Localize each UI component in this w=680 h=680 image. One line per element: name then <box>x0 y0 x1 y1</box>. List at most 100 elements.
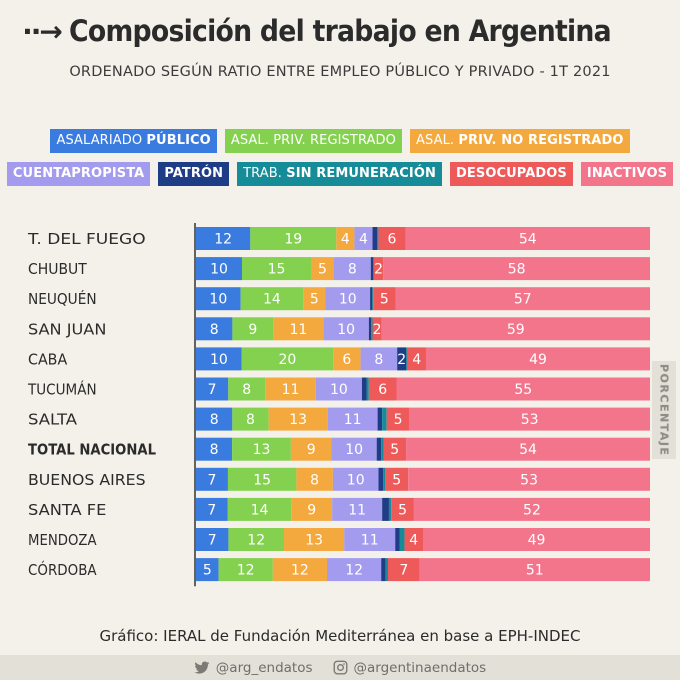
data-label: 10 <box>347 472 365 488</box>
twitter-icon <box>194 661 210 674</box>
bar-segment <box>332 467 379 491</box>
bar-segment <box>268 407 328 431</box>
data-label: 5 <box>318 262 327 278</box>
data-label: 11 <box>282 382 300 398</box>
title-row: ··→ Composición del trabajo en Argentina <box>0 14 680 48</box>
data-label: 10 <box>210 262 228 278</box>
category-label: SAN JUAN <box>28 320 106 338</box>
data-label: 4 <box>409 533 418 549</box>
bar-segment <box>386 407 410 431</box>
bar-segment <box>250 227 337 250</box>
bar-segment <box>241 347 334 371</box>
bar-segment <box>196 497 228 521</box>
bar-segment <box>370 257 374 281</box>
bar-segment <box>360 347 398 371</box>
data-label: 13 <box>289 412 307 428</box>
data-label: 14 <box>251 502 269 518</box>
data-label: 8 <box>210 442 219 458</box>
legend-item: CUENTAPROPISTA <box>6 162 151 186</box>
footer: @arg_endatos @argentinaendatos <box>0 655 680 680</box>
legend-label: ASAL. PRIV. REGISTRADO <box>230 133 396 148</box>
bar-segment <box>196 257 242 281</box>
data-label: 6 <box>388 232 397 248</box>
data-label: 4 <box>359 232 368 248</box>
bar-segment <box>370 287 373 311</box>
bar-segment <box>196 227 251 250</box>
data-label: 6 <box>378 382 387 398</box>
data-label: 11 <box>348 502 366 518</box>
data-label: 8 <box>348 262 357 278</box>
bar-segment <box>228 377 266 401</box>
chart-title: Composición del trabajo en Argentina <box>68 14 612 48</box>
bar-segment <box>196 347 242 371</box>
bar-segment <box>327 558 382 582</box>
data-label: 9 <box>307 502 316 518</box>
data-label: 57 <box>514 292 532 308</box>
data-label: 4 <box>412 352 421 368</box>
bar-segment <box>378 227 406 250</box>
legend-row: CUENTAPROPISTA PATRÓN TRAB. SIN REMUNERACI… <box>0 162 680 186</box>
bar-segment <box>372 287 374 311</box>
legend-item: ASALARIADO PÚBLICO <box>50 129 217 153</box>
data-label: 53 <box>520 472 538 488</box>
legend-label: ASAL. <box>416 133 459 148</box>
dotted-arrow-icon: ··→ <box>22 14 63 48</box>
twitter-handle[interactable]: @arg_endatos <box>194 660 313 676</box>
axis-label: PORCENTAJE <box>657 363 671 457</box>
bar-segment <box>397 347 407 371</box>
bar-segment <box>196 467 228 491</box>
legend-label-bold: SIN REMUNERACIÓN <box>286 166 436 181</box>
bar-segment <box>368 377 397 401</box>
data-label: 2 <box>397 352 406 368</box>
data-label: 12 <box>214 232 232 248</box>
data-label: 49 <box>529 352 547 368</box>
bar-segment <box>406 437 650 461</box>
bar-segment <box>377 407 383 431</box>
legend-item: PATRÓN <box>158 162 230 186</box>
category-label: CABA <box>28 350 68 368</box>
bar-segment <box>381 437 384 461</box>
bar-segment <box>232 437 291 461</box>
bar-segment <box>407 347 426 371</box>
data-label: 13 <box>253 442 271 458</box>
instagram-handle[interactable]: @argentinaendatos <box>333 660 486 676</box>
data-label: 49 <box>528 533 546 549</box>
data-label: 2 <box>373 322 382 338</box>
bar-segment <box>232 317 274 341</box>
bar-segment <box>366 377 369 401</box>
bar-segment <box>290 437 332 461</box>
source-note: Gráfico: IERAL de Fundación Mediterránea… <box>99 627 581 645</box>
bar-segment <box>196 558 219 582</box>
legend-row: ASALARIADO PÚBLICO ASAL. PRIV. REGISTRADO… <box>0 129 680 153</box>
bar-segment <box>315 377 362 401</box>
data-label: 9 <box>248 322 257 338</box>
bar-segment <box>331 437 377 461</box>
bar-segment <box>325 287 371 311</box>
bar-segment <box>310 257 334 281</box>
bar-segment <box>381 558 386 582</box>
bar-segment <box>385 558 388 582</box>
bar-segment <box>196 287 241 311</box>
legend-label-bold: PATRÓN <box>164 166 224 181</box>
bar-segment <box>409 407 650 431</box>
data-label: 19 <box>284 232 302 248</box>
legend-item: TRAB. SIN REMUNERACIÓN <box>237 162 442 186</box>
data-label: 7 <box>208 382 217 398</box>
bar-segment <box>196 528 229 551</box>
bar-segment <box>196 407 233 431</box>
bar-segment <box>196 317 233 341</box>
bar-segment <box>332 497 383 521</box>
axis-label-box: PORCENTAJE <box>652 361 676 459</box>
bar-segment <box>391 497 414 521</box>
data-label: 54 <box>519 442 537 458</box>
category-label: BUENOS AIRES <box>28 471 146 489</box>
data-label: 10 <box>209 292 227 308</box>
bar-segment <box>388 497 392 521</box>
bar-segment <box>395 287 650 311</box>
bar-segment <box>372 317 382 341</box>
bar-segment <box>265 377 316 401</box>
bar-segment <box>373 257 375 281</box>
data-label: 7 <box>208 472 217 488</box>
data-label: 54 <box>519 232 537 248</box>
